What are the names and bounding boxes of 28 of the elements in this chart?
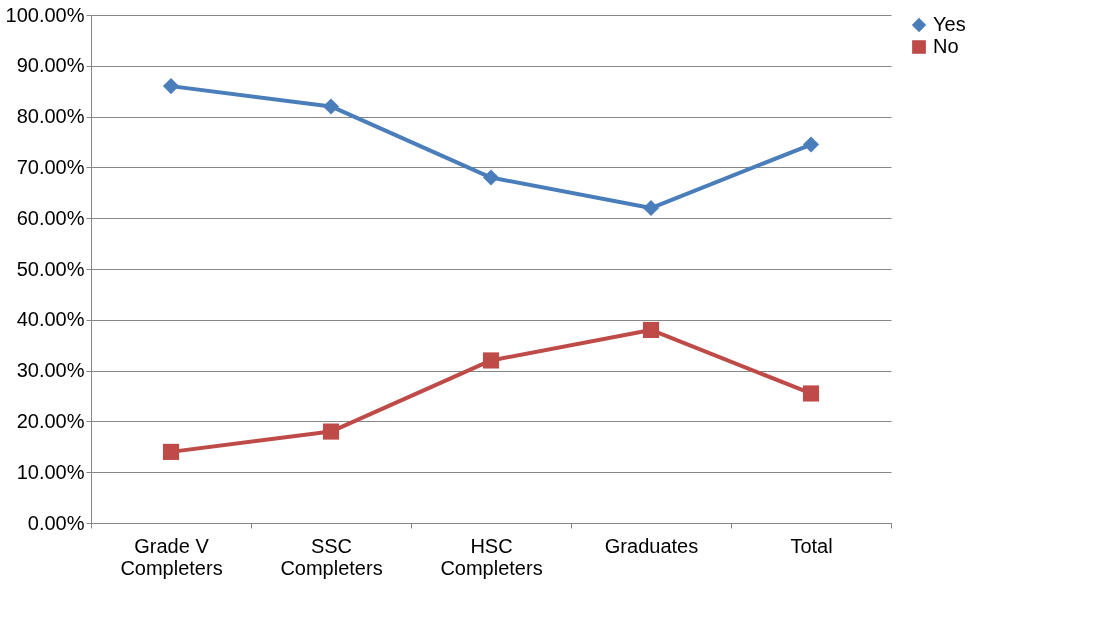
- y-tick-label: 50.00%: [16, 257, 85, 280]
- legend-label: No: [933, 35, 959, 57]
- y-tick-label: 10.00%: [16, 460, 85, 483]
- point: [162, 78, 180, 95]
- point: [322, 423, 340, 440]
- y-tick-label: 90.00%: [16, 54, 85, 77]
- y-tick-label: 80.00%: [16, 105, 85, 128]
- point: [642, 321, 660, 339]
- y-tick-label: 30.00%: [16, 359, 85, 382]
- y-tick-label: 20.00%: [16, 409, 85, 432]
- y-tick-label: 70.00%: [16, 155, 85, 178]
- point: [802, 385, 820, 402]
- point: [322, 98, 340, 115]
- x-tick-label: HSC Completers: [440, 534, 543, 579]
- y-tick-label: 0.00%: [27, 511, 85, 534]
- y-tick-label: 60.00%: [16, 206, 85, 229]
- y-tick-label: 100.00%: [5, 3, 85, 26]
- point: [162, 443, 180, 460]
- x-tick-label: SSC Completers: [280, 534, 383, 579]
- y-tick-label: 40.00%: [16, 308, 85, 331]
- legend-label: Yes: [933, 13, 966, 35]
- x-tick-label: Total: [790, 534, 833, 557]
- point: [802, 136, 820, 153]
- point: [482, 169, 500, 186]
- x-tick-label: Graduates: [604, 534, 699, 557]
- x-tick-label: Grade V Completers: [120, 534, 223, 579]
- point: [642, 199, 660, 217]
- point: [482, 352, 500, 369]
